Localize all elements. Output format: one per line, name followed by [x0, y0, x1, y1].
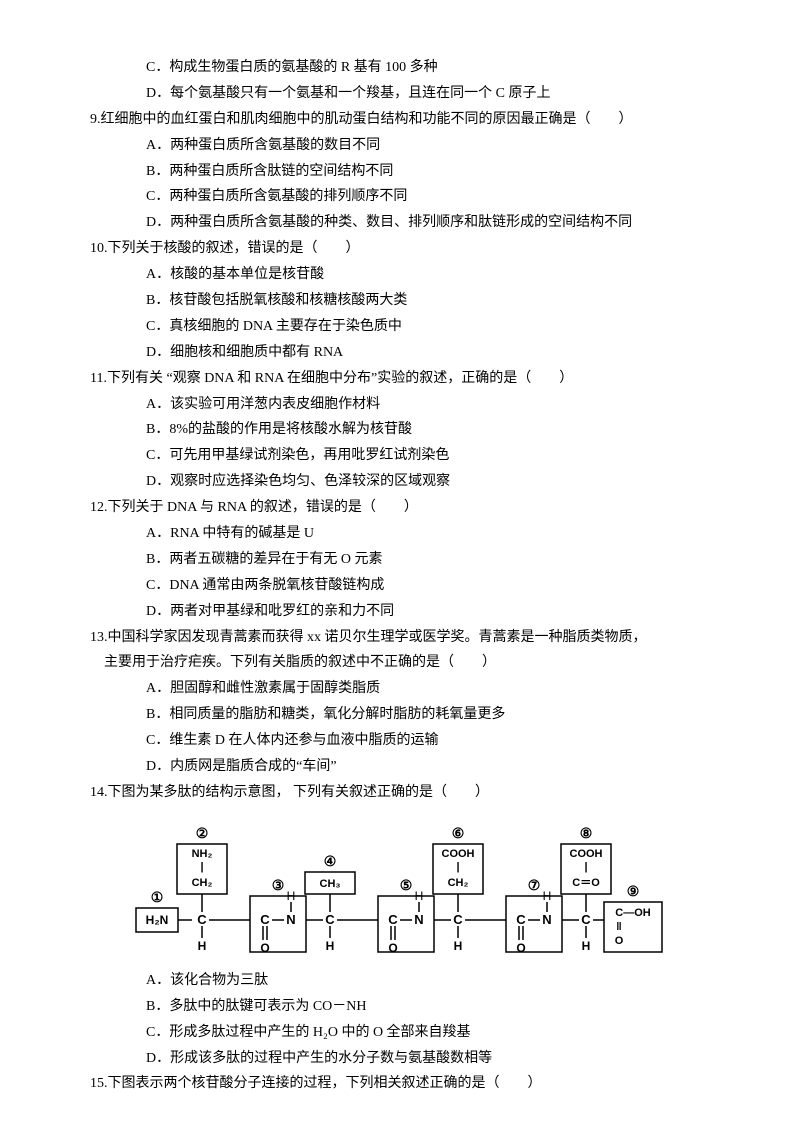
- svg-text:⑦: ⑦: [528, 877, 541, 893]
- svg-text:‖: ‖: [616, 921, 621, 933]
- q14-stem: 14.下图为某多肽的结构示意图， 下列有关叙述正确的是（ ）: [90, 780, 710, 806]
- svg-text:COOH: COOH: [442, 848, 475, 860]
- q10-option-c: C．真核细胞的 DNA 主要存在于染色质中: [90, 314, 710, 340]
- svg-text:C: C: [197, 912, 207, 927]
- svg-text:④: ④: [324, 853, 337, 869]
- q10-option-a: A．核酸的基本单位是核苷酸: [90, 262, 710, 288]
- svg-text:②: ②: [196, 825, 209, 841]
- q10-option-b: B．核苷酸包括脱氧核酸和核糖核酸两大类: [90, 288, 710, 314]
- svg-text:H: H: [582, 939, 591, 953]
- q15-stem: 15.下图表示两个核苷酸分子连接的过程，下列相关叙述正确的是（ ）: [90, 1071, 710, 1097]
- q9-stem: 9.红细胞中的血红蛋白和肌肉细胞中的肌动蛋白结构和功能不同的原因最正确是（ ）: [90, 107, 710, 133]
- q9-option-b: B．两种蛋白质所含肽链的空间结构不同: [90, 159, 710, 185]
- q13-option-a: A．胆固醇和雌性激素属于固醇类脂质: [90, 676, 710, 702]
- svg-text:CH₂: CH₂: [192, 877, 213, 889]
- svg-text:N: N: [414, 912, 423, 927]
- svg-text:H: H: [454, 939, 463, 953]
- q13-stem-line2: 主要用于治疗疟疾。下列有关脂质的叙述中不正确的是（ ）: [90, 650, 710, 676]
- q13-stem-line1: 13.中国科学家因发现青蒿素而获得 xx 诺贝尔生理学或医学奖。青蒿素是一种脂质…: [90, 625, 710, 651]
- svg-text:⑥: ⑥: [452, 825, 465, 841]
- exam-page: C．构成生物蛋白质的氨基酸的 R 基有 100 多种 D．每个氨基酸只有一个氨基…: [0, 0, 800, 1137]
- svg-text:H: H: [543, 889, 552, 903]
- svg-text:N: N: [286, 912, 295, 927]
- q14-option-b: B．多肽中的肽键可表示为 CO－NH: [90, 994, 710, 1020]
- q9-option-d: D．两种蛋白质所含氨基酸的种类、数目、排列顺序和肽链形成的空间结构不同: [90, 210, 710, 236]
- svg-text:C: C: [516, 912, 526, 927]
- q14-option-d: D．形成该多肽的过程中产生的水分子数与氨基酸数相等: [90, 1046, 710, 1072]
- q12-option-d: D．两者对甲基绿和吡罗红的亲和力不同: [90, 599, 710, 625]
- svg-text:CH₃: CH₃: [320, 878, 341, 890]
- svg-text:H₂N: H₂N: [146, 913, 169, 927]
- q11-option-a: A．该实验可用洋葱内表皮细胞作材料: [90, 392, 710, 418]
- q12-option-b: B．两者五碳糖的差异在于有无 O 元素: [90, 547, 710, 573]
- q11-option-d: D．观察时应选择染色均匀、色泽较深的区域观察: [90, 469, 710, 495]
- svg-text:C: C: [325, 912, 335, 927]
- svg-text:C: C: [453, 912, 463, 927]
- svg-text:C＝O: C＝O: [572, 877, 600, 889]
- q12-option-a: A．RNA 中特有的碱基是 U: [90, 521, 710, 547]
- q11-option-c: C．可先用甲基绿试剂染色，再用吡罗红试剂染色: [90, 443, 710, 469]
- q13-option-d: D．内质网是脂质合成的“车间”: [90, 754, 710, 780]
- svg-text:C: C: [388, 912, 398, 927]
- svg-text:⑨: ⑨: [627, 883, 640, 899]
- q11-option-b: B．8%的盐酸的作用是将核酸水解为核苷酸: [90, 417, 710, 443]
- q14-option-a: A．该化合物为三肽: [90, 968, 710, 994]
- svg-text:NH₂: NH₂: [192, 848, 213, 860]
- svg-text:①: ①: [151, 889, 164, 905]
- q9-option-c: C．两种蛋白质所含氨基酸的排列顺序不同: [90, 184, 710, 210]
- svg-text:H: H: [287, 889, 296, 903]
- q13-option-b: B．相同质量的脂肪和糖类，氧化分解时脂肪的耗氧量更多: [90, 702, 710, 728]
- q12-option-c: C．DNA 通常由两条脱氧核苷酸链构成: [90, 573, 710, 599]
- svg-text:O: O: [388, 941, 397, 955]
- svg-text:N: N: [542, 912, 551, 927]
- q8-option-d: D．每个氨基酸只有一个氨基和一个羧基，且连在同一个 C 原子上: [90, 81, 710, 107]
- svg-text:|: |: [456, 861, 459, 873]
- svg-text:H: H: [198, 939, 207, 953]
- svg-text:O: O: [260, 941, 269, 955]
- svg-text:C: C: [260, 912, 270, 927]
- svg-text:H: H: [415, 889, 424, 903]
- q10-stem: 10.下列关于核酸的叙述，错误的是（ ）: [90, 236, 710, 262]
- svg-text:O: O: [615, 935, 624, 947]
- q14-option-c: C．形成多肽过程中产生的 H₂O 中的 O 全部来自羧基: [90, 1020, 710, 1046]
- svg-text:⑧: ⑧: [580, 825, 593, 841]
- svg-text:H: H: [326, 939, 335, 953]
- svg-text:C―OH: C―OH: [615, 907, 651, 919]
- svg-text:C: C: [581, 912, 591, 927]
- q8-option-c: C．构成生物蛋白质的氨基酸的 R 基有 100 多种: [90, 55, 710, 81]
- svg-text:|: |: [584, 861, 587, 873]
- q10-option-d: D．细胞核和细胞质中都有 RNA: [90, 340, 710, 366]
- q13-option-c: C．维生素 D 在人体内还参与血液中脂质的运输: [90, 728, 710, 754]
- svg-text:③: ③: [272, 877, 285, 893]
- svg-text:⑤: ⑤: [400, 877, 413, 893]
- svg-text:COOH: COOH: [570, 848, 603, 860]
- q9-option-a: A．两种蛋白质所含氨基酸的数目不同: [90, 133, 710, 159]
- svg-text:CH₂: CH₂: [448, 877, 469, 889]
- svg-text:|: |: [200, 861, 203, 873]
- q11-stem: 11.下列有关 “观察 DNA 和 RNA 在细胞中分布”实验的叙述，正确的是（…: [90, 366, 710, 392]
- peptide-diagram: H₂N①NH₂|CH₂②CH₃④COOH|CH₂⑥COOH|C＝O⑧CHCHCH…: [130, 812, 710, 962]
- q12-stem: 12.下列关于 DNA 与 RNA 的叙述，错误的是（ ）: [90, 495, 710, 521]
- svg-text:O: O: [516, 941, 525, 955]
